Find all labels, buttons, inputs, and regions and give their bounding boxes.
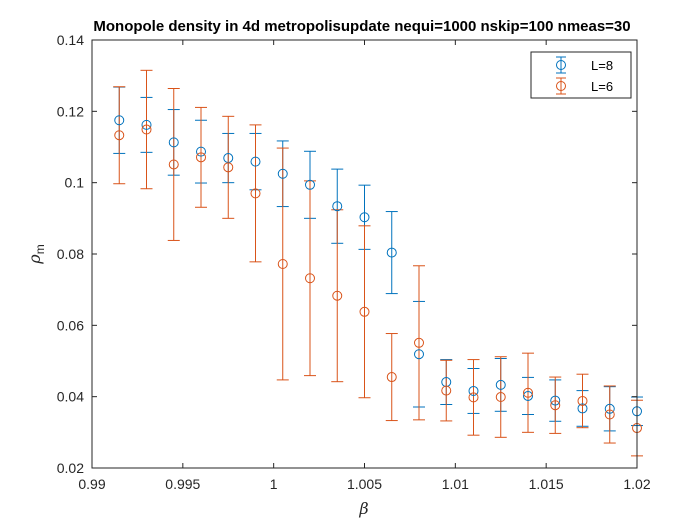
marker-0-13 [468, 385, 479, 396]
marker-1-13 [468, 392, 479, 403]
marker-1-6 [277, 258, 288, 269]
errorbar-1-12 [440, 359, 453, 422]
errorbar-1-17 [576, 373, 589, 429]
errorbar-1-10 [385, 333, 398, 422]
legend-label: L=8 [591, 58, 613, 73]
tick-labels: 0.99 0.995 1 1.005 1.01 1.015 1.02 0.02 0.04 0.06… [57, 32, 651, 492]
marker-1-5 [250, 188, 261, 199]
legend-label: L=6 [591, 79, 613, 94]
errorbar-1-18 [603, 385, 616, 444]
marker-0-6 [277, 168, 288, 179]
errorbar-1-13 [467, 359, 480, 436]
marker-1-0 [114, 130, 125, 141]
marker-1-15 [523, 387, 533, 398]
axes [91, 39, 638, 469]
marker-0-17 [577, 403, 588, 414]
legend-box [530, 51, 632, 99]
errorbar-1-9 [358, 225, 371, 399]
x-tick-label: 0.99 [78, 476, 105, 492]
x-axis-label: β [358, 499, 368, 518]
y-tick-label: 0.08 [57, 246, 84, 262]
y-tick-label: 0.02 [57, 460, 84, 476]
marker-1-1 [141, 124, 152, 135]
errorbar-1-2 [167, 88, 180, 241]
marker-0-16 [550, 395, 561, 406]
marker-1-3 [196, 152, 206, 163]
y-tick-label: 0.14 [57, 32, 84, 48]
errorbar-1-15 [522, 352, 534, 433]
errorbar-1-0 [113, 86, 126, 185]
x-tick-label: 0.995 [165, 476, 200, 492]
marker-0-14 [495, 379, 506, 390]
marker-0-0 [114, 115, 125, 126]
y-tick-label: 0.04 [57, 389, 84, 405]
y-axis-label-subscript: m [33, 244, 47, 254]
marker-0-1 [141, 119, 152, 130]
y-axis-label-group: ρm [25, 244, 47, 264]
marker-1-8 [332, 290, 343, 301]
marker-0-2 [168, 137, 179, 148]
data-markers [114, 115, 642, 434]
marker-0-5 [250, 156, 261, 167]
legend: L=8L=6 [530, 51, 632, 99]
marker-0-9 [359, 212, 370, 223]
marker-1-18 [604, 409, 615, 420]
errorbar-1-14 [494, 356, 507, 438]
y-tick-label: 0.1 [65, 175, 85, 191]
marker-1-11 [414, 337, 424, 348]
legend-marker [556, 60, 566, 70]
errorbar-1-4 [222, 115, 235, 219]
marker-0-18 [604, 403, 615, 414]
errorbar-1-3 [195, 106, 207, 208]
y-axis-label-symbol: ρ [25, 254, 44, 265]
x-tick-label: 1.01 [442, 476, 469, 492]
x-tick-label: 1.02 [623, 476, 650, 492]
marker-0-7 [305, 179, 315, 190]
marker-1-2 [168, 159, 179, 170]
x-tick-label: 1.015 [529, 476, 564, 492]
marker-1-14 [495, 392, 506, 403]
legend-marker [556, 81, 566, 91]
errorbar-1-5 [249, 124, 262, 263]
marker-0-10 [386, 247, 397, 258]
marker-0-8 [332, 201, 343, 212]
y-tick-label: 0.12 [57, 103, 84, 119]
marker-1-10 [386, 372, 397, 383]
x-tick-label: 1 [270, 476, 278, 492]
errorbar-1-8 [331, 209, 344, 383]
errorbar-1-7 [304, 180, 316, 377]
marker-0-15 [523, 390, 533, 401]
marker-1-9 [359, 306, 370, 317]
marker-1-16 [550, 400, 561, 411]
x-tick-label: 1.005 [347, 476, 382, 492]
chart-title: Monopole density in 4d metropolisupdate … [93, 18, 630, 35]
y-axis-label: ρm [25, 244, 47, 264]
errorbar-1-6 [276, 147, 289, 381]
errorbar-0-10 [385, 211, 398, 295]
marker-0-3 [196, 146, 206, 157]
errorbar-1-11 [413, 265, 425, 421]
marker-1-7 [305, 273, 315, 284]
marker-1-4 [223, 162, 234, 173]
marker-0-11 [414, 349, 424, 360]
y-tick-label: 0.06 [57, 317, 84, 333]
marker-1-12 [441, 385, 452, 396]
marker-1-17 [577, 395, 588, 406]
